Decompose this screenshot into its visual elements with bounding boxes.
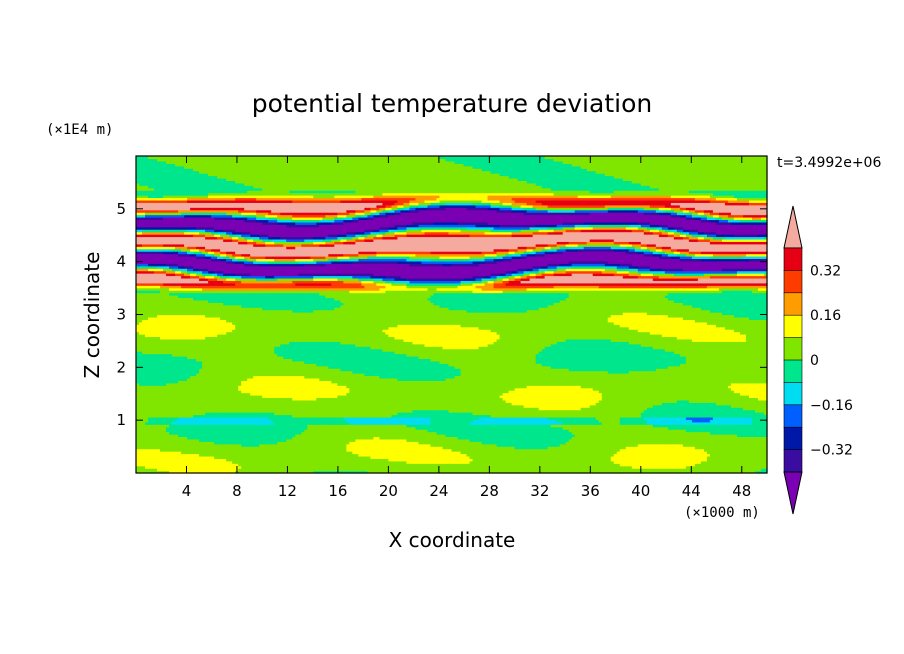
y-axis-label: Z coordinate	[80, 252, 104, 379]
y-tick-label: 2	[116, 358, 126, 376]
y-tick-label: 5	[116, 200, 126, 218]
contour-field	[136, 156, 768, 474]
colorbar-box	[784, 338, 802, 361]
y-tick-label: 3	[116, 306, 126, 324]
colorbar-label: −0.16	[810, 398, 853, 414]
x-tick-label: 4	[182, 482, 192, 500]
y-tick-label: 4	[116, 253, 126, 271]
colorbar-label: 0.32	[810, 263, 841, 279]
x-axis-label: X coordinate	[389, 528, 516, 552]
colorbar-extend-top	[784, 206, 802, 248]
colorbar-box	[784, 248, 802, 271]
colorbar-box	[784, 427, 802, 450]
x-tick-label: 32	[530, 482, 549, 500]
colorbar-label: −0.32	[810, 443, 853, 459]
plot-area	[136, 156, 768, 474]
y-unit-label: (×1E4 m)	[46, 122, 113, 138]
colorbar-extend-bottom	[784, 472, 802, 514]
colorbar-box	[784, 382, 802, 405]
colorbar-box	[784, 270, 802, 293]
chart-title: potential temperature deviation	[252, 89, 652, 118]
colorbar-box	[784, 405, 802, 428]
x-unit-label: (×1000 m)	[684, 505, 760, 521]
x-tick-label: 36	[581, 482, 600, 500]
x-tick-label: 24	[429, 482, 448, 500]
x-tick-label: 16	[328, 482, 347, 500]
colorbar: 0.32 0.16 0 −0.16 −0.32	[784, 206, 853, 514]
y-tick-label: 1	[116, 411, 126, 429]
x-tick-label: 40	[631, 482, 650, 500]
colorbar-box	[784, 293, 802, 316]
colorbar-label: 0	[810, 353, 819, 369]
x-tick-label: 8	[232, 482, 242, 500]
x-tick-label: 20	[379, 482, 398, 500]
x-tick-label: 48	[732, 482, 751, 500]
colorbar-box	[784, 360, 802, 383]
x-tick-label: 28	[480, 482, 499, 500]
colorbar-box	[784, 315, 802, 338]
x-tick-label: 44	[682, 482, 701, 500]
colorbar-label: 0.16	[810, 308, 841, 324]
x-tick-label: 12	[278, 482, 297, 500]
colorbar-box	[784, 450, 802, 473]
time-label: t=3.4992e+06	[777, 155, 881, 171]
